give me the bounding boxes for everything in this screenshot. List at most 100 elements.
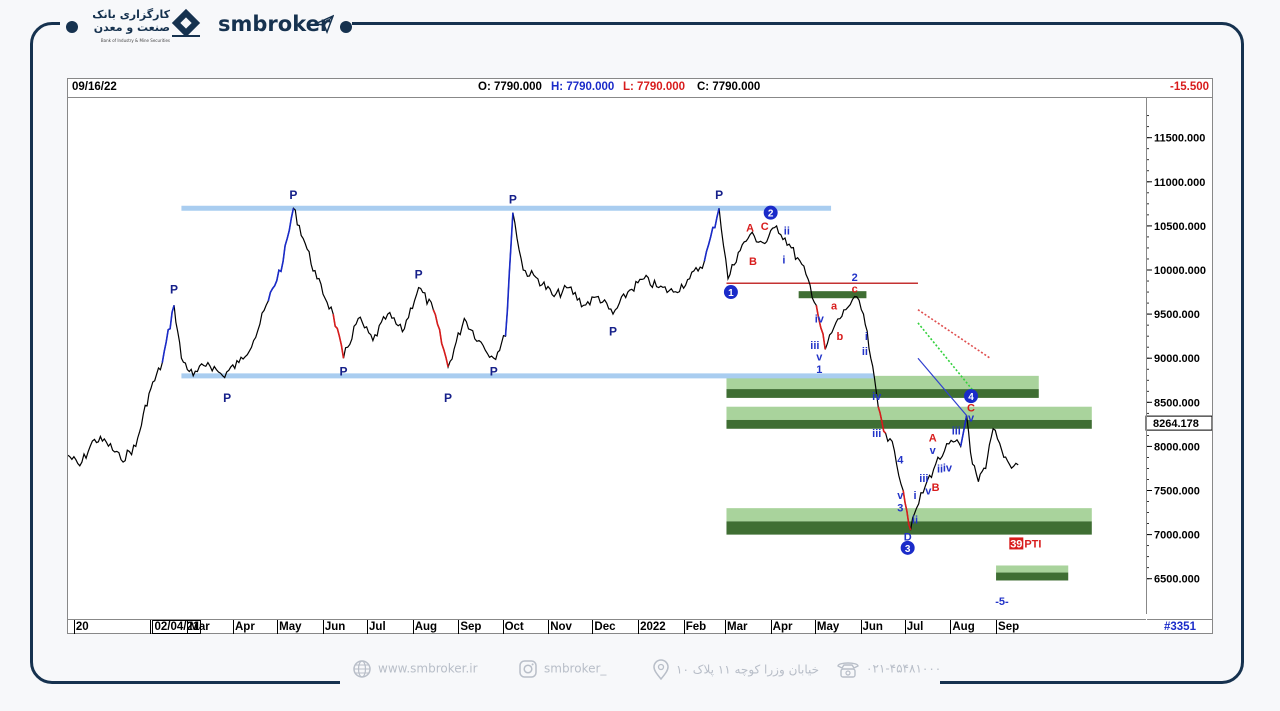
x-tick-label-18: Jul bbox=[906, 621, 924, 633]
wave-label-27: i bbox=[865, 331, 868, 343]
wave-label-25: v bbox=[816, 351, 823, 363]
pivot-label-9: P bbox=[715, 188, 723, 202]
footer-instagram[interactable]: smbroker_ bbox=[518, 659, 606, 679]
wave-label-45: C bbox=[967, 403, 975, 415]
y-tick-label-7: 8000.000 bbox=[1154, 441, 1200, 453]
wave-label-31: 4 bbox=[897, 455, 904, 467]
phone-text: ۰۲۱-۴۵۴۸۱۰۰۰ bbox=[866, 661, 942, 676]
x-tick-label-14: Mar bbox=[727, 621, 748, 633]
wave-circle-1 bbox=[723, 285, 738, 300]
x-tick-label-7: Aug bbox=[414, 621, 438, 633]
pivot-label-1: P bbox=[223, 391, 231, 405]
pivot-label-6: P bbox=[490, 364, 498, 378]
x-tick-8 bbox=[458, 620, 460, 634]
y-axis-divider bbox=[1146, 98, 1147, 614]
indicator-badge-text: PTI bbox=[1024, 538, 1041, 550]
x-tick-11 bbox=[592, 620, 594, 634]
footer-website[interactable]: www.smbroker.ir bbox=[352, 659, 478, 679]
phone-icon bbox=[837, 662, 859, 678]
x-tick-label-17: Jun bbox=[862, 621, 883, 633]
pivot-label-8: P bbox=[609, 325, 617, 339]
x-tick-0 bbox=[73, 620, 75, 634]
pivot-label-4: P bbox=[415, 267, 423, 281]
wave-label-44: B bbox=[932, 482, 940, 494]
wave-label-14: A bbox=[746, 223, 754, 235]
wave-leg-9 bbox=[959, 415, 968, 447]
wave-label-12: 3 bbox=[905, 544, 911, 555]
zone-band-0 bbox=[726, 375, 1039, 390]
wave-label-21: a bbox=[831, 300, 838, 312]
wave-label-36: ii bbox=[912, 515, 918, 527]
wave-label-15: B bbox=[749, 256, 757, 268]
y-tick-label-3: 10000.000 bbox=[1154, 265, 1206, 277]
x-tick-10 bbox=[548, 620, 550, 634]
wave-label-17: ii bbox=[784, 225, 790, 237]
logo-text-line1: کارگزاری بانک bbox=[92, 8, 170, 21]
x-tick-label-0: 20 bbox=[75, 621, 89, 633]
price-line bbox=[68, 207, 1019, 531]
wave-label-10: 1 bbox=[728, 288, 734, 299]
x-tick-14 bbox=[725, 620, 726, 634]
x-tick-label-12: 2022 bbox=[640, 621, 666, 633]
header-left-dot bbox=[66, 21, 78, 33]
instagram-text: smbroker_ bbox=[544, 661, 607, 676]
wave-circle-2 bbox=[763, 205, 778, 220]
website-text: www.smbroker.ir bbox=[378, 661, 478, 676]
wave-label-41: ii bbox=[937, 463, 943, 475]
wave-label-46: v bbox=[968, 412, 975, 424]
wave-label-19: 2 bbox=[852, 272, 858, 284]
pivot-label-3: P bbox=[339, 364, 347, 378]
wave-label-11: 2 bbox=[768, 209, 774, 220]
x-tick-17 bbox=[860, 620, 862, 634]
wave-label-30: iii bbox=[872, 428, 881, 440]
x-tick-9 bbox=[502, 620, 504, 634]
low-value: L: 7790.000 bbox=[623, 81, 686, 93]
wave-label-37: iii bbox=[919, 473, 928, 485]
wave-circle-3 bbox=[900, 540, 915, 555]
y-tick-label-1: 11000.000 bbox=[1154, 177, 1205, 189]
wave-label-26: 1 bbox=[816, 364, 822, 376]
x-tick-20 bbox=[996, 620, 998, 634]
brand-name: smbroker bbox=[218, 12, 331, 36]
footer-phone[interactable]: ۰۲۱-۴۵۴۸۱۰۰۰ bbox=[836, 659, 941, 679]
x-tick-label-15: Apr bbox=[772, 621, 793, 633]
x-tick-label-10: Nov bbox=[550, 621, 572, 633]
x-tick-5 bbox=[322, 620, 324, 634]
wave-circle-4 bbox=[964, 389, 979, 404]
location-pin-icon bbox=[653, 659, 669, 681]
pivot-label-0: P bbox=[170, 282, 178, 296]
wave-label-16: C bbox=[761, 221, 769, 233]
wave-label-22: b bbox=[837, 331, 844, 343]
wave-label-42: iv bbox=[943, 463, 953, 475]
wave-label-40: v bbox=[930, 445, 937, 457]
wave-label-28: ii bbox=[862, 346, 868, 358]
pivot-label-2: P bbox=[289, 188, 297, 202]
wave-label-20: c bbox=[852, 284, 858, 296]
wave-label-32: v bbox=[897, 490, 904, 502]
paper-plane-icon bbox=[314, 14, 334, 34]
close-value: C: 7790.000 bbox=[697, 81, 761, 93]
x-tick-label-3: Apr bbox=[234, 621, 255, 633]
wave-label-29: iv bbox=[872, 391, 882, 403]
wave-label-13: 4 bbox=[968, 392, 974, 403]
x-tick-15 bbox=[770, 620, 772, 634]
logo-text-line2: صنعت و معدن bbox=[93, 21, 170, 34]
zone-band-8 bbox=[996, 572, 1069, 581]
x-tick-16 bbox=[814, 620, 816, 634]
y-tick-label-2: 10500.000 bbox=[1154, 221, 1206, 233]
last-price-label: 8264.178 bbox=[1153, 418, 1199, 430]
high-value: H: 7790.000 bbox=[551, 81, 615, 93]
zone-band-7 bbox=[996, 565, 1069, 573]
wave-label-34: D bbox=[904, 531, 912, 543]
wave-leg-8 bbox=[902, 490, 912, 531]
wave-leg-7 bbox=[877, 406, 887, 434]
wave-leg-0 bbox=[161, 305, 175, 363]
header-band bbox=[60, 4, 352, 48]
x-tick-label-19: Aug bbox=[952, 621, 975, 633]
x-tick-label-11: Dec bbox=[594, 621, 616, 633]
wave-leg-5 bbox=[432, 309, 449, 368]
x-tick-label-6: Jul bbox=[369, 621, 386, 633]
zone-band-6 bbox=[798, 291, 867, 299]
footer-address: خیابان وزرا کوچه ۱۱ پلاک ۱۰ bbox=[652, 659, 819, 681]
